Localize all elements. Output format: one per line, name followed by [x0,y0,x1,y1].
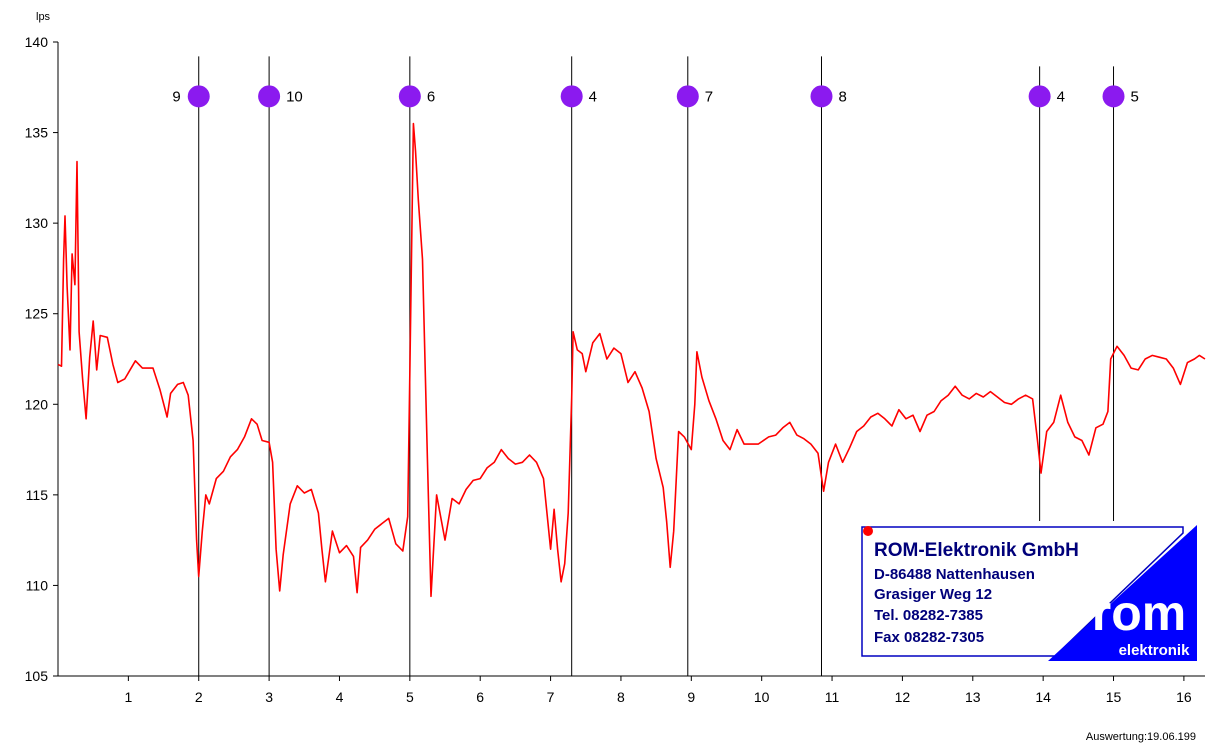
x-ticks: 1 2 3 4 5 6 7 8 9 10 11 12 13 14 15 16 [124,676,1192,705]
x-tick-label: 3 [265,689,273,705]
marker-dot [1102,85,1125,108]
y-ticks: 105 110 115 120 125 130 135 140 [25,34,58,684]
y-tick-label: 140 [25,34,49,50]
x-tick-label: 16 [1176,689,1192,705]
marker-label: 9 [172,88,180,105]
marker-dot [398,85,421,108]
y-tick-label: 125 [25,306,49,322]
marker-dot [187,85,210,108]
footer-note: Auswertung:19.06.199 [1086,731,1196,743]
marker-dot [810,85,833,108]
y-tick-label: 110 [26,577,49,593]
marker-dot [1028,85,1051,108]
marker-label: 6 [427,88,435,105]
x-tick-label: 14 [1035,689,1051,705]
logo-dot [863,526,873,536]
marker-label: 4 [1057,88,1065,105]
marker-dot [560,85,583,108]
logo-phone: Tel. 08282-7385 [874,607,983,624]
marker-label: 8 [838,88,846,105]
logo-brand-sub: elektronik [1119,642,1191,659]
y-tick-label: 135 [25,125,49,141]
series-line [57,122,1206,598]
markers: 9 10 6 4 7 8 4 5 [172,85,1139,108]
x-tick-label: 11 [825,689,840,705]
x-tick-label: 6 [476,689,484,705]
logo-address-1: D-86488 Nattenhausen [874,566,1035,583]
x-tick-label: 4 [336,689,344,705]
marker-label: 4 [589,88,597,105]
x-tick-label: 1 [124,689,132,705]
marker-label: 10 [286,88,303,105]
y-tick-label: 115 [26,487,49,503]
x-tick-label: 8 [617,689,625,705]
logo-fax: Fax 08282-7305 [874,629,984,646]
y-tick-label: 130 [25,215,49,231]
y-axis-label: lps [36,11,51,23]
x-tick-label: 5 [406,689,414,705]
logo-address-2: Grasiger Weg 12 [874,586,992,603]
x-tick-label: 12 [895,689,911,705]
logo-brand: rom [1092,585,1186,641]
x-tick-label: 9 [687,689,695,705]
company-logo: ROM-Elektronik GmbH D-86488 Nattenhausen… [861,525,1197,661]
marker-label: 7 [705,88,713,105]
x-tick-label: 10 [754,689,770,705]
logo-frame [861,526,1184,657]
logo-company: ROM-Elektronik GmbH [874,540,1079,561]
x-tick-label: 15 [1106,689,1122,705]
y-tick-label: 120 [25,396,49,412]
marker-dot [258,85,281,108]
x-tick-label: 13 [965,689,981,705]
y-tick-label: 105 [25,668,49,684]
logo-triangle [1048,525,1197,661]
marker-label: 5 [1131,88,1139,105]
marker-dot [676,85,699,108]
x-tick-label: 2 [195,689,203,705]
x-tick-label: 7 [547,689,555,705]
